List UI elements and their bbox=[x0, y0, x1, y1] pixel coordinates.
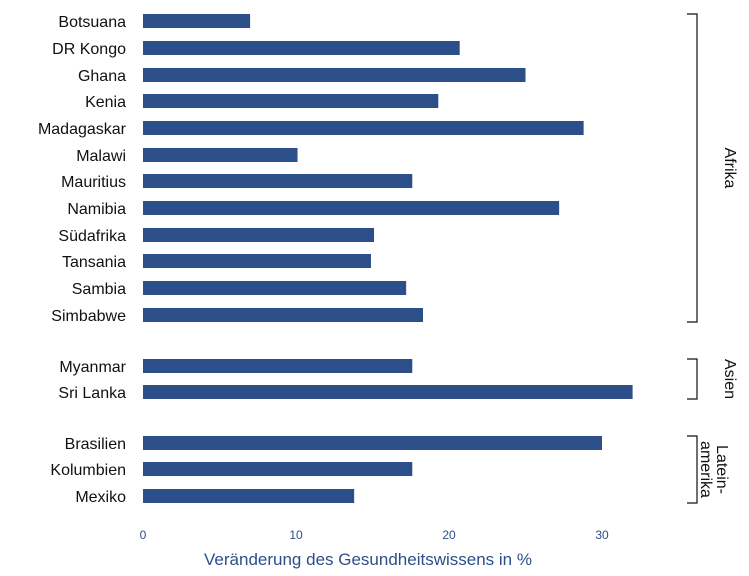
bar-ghana bbox=[143, 68, 526, 82]
category-label: Tansania bbox=[62, 254, 126, 271]
bar-mexiko bbox=[143, 489, 355, 503]
category-label: Sambia bbox=[72, 281, 126, 298]
category-label: Mexiko bbox=[75, 489, 126, 506]
category-label: Südafrika bbox=[58, 228, 126, 245]
x-tick-label: 0 bbox=[140, 528, 147, 542]
bar-sri-lanka bbox=[143, 385, 633, 399]
category-label: Myanmar bbox=[59, 359, 126, 376]
category-label: Malawi bbox=[76, 148, 126, 165]
group-bracket bbox=[687, 13, 698, 323]
group-brackets-layer: Afrika Asien Latein-amerika bbox=[687, 13, 738, 504]
x-tick-labels-layer: 0 10 20 30 bbox=[140, 528, 609, 542]
bar-kenia bbox=[143, 94, 439, 108]
group-label: Afrika bbox=[721, 148, 738, 189]
category-labels-layer: Botsuana DR Kongo Ghana Kenia Madagaskar Mala… bbox=[38, 14, 127, 506]
group-bracket bbox=[687, 435, 698, 504]
x-tick-label: 20 bbox=[442, 528, 456, 542]
category-label: Brasilien bbox=[65, 436, 126, 453]
bar-tansania bbox=[143, 254, 371, 268]
category-label: Namibia bbox=[67, 201, 126, 218]
category-label: DR Kongo bbox=[52, 41, 126, 58]
bar-namibia bbox=[143, 201, 560, 215]
x-tick-label: 30 bbox=[595, 528, 609, 542]
category-label: Kenia bbox=[85, 94, 126, 111]
group-label: Asien bbox=[721, 359, 738, 399]
group-label: Latein-amerika bbox=[697, 441, 730, 498]
bar-malawi bbox=[143, 148, 298, 162]
category-label: Botsuana bbox=[58, 14, 126, 31]
bar-dr-kongo bbox=[143, 41, 460, 55]
group-bracket bbox=[687, 358, 698, 400]
bar-südafrika bbox=[143, 228, 375, 242]
bar-brasilien bbox=[143, 436, 602, 450]
bar-madagaskar bbox=[143, 121, 584, 135]
category-label: Madagaskar bbox=[38, 121, 127, 138]
bars-layer bbox=[143, 14, 633, 503]
x-tick-label: 10 bbox=[289, 528, 303, 542]
category-label: Kolumbien bbox=[50, 462, 126, 479]
x-axis-title: Veränderung des Gesundheitswissens in % bbox=[204, 550, 532, 569]
bar-sambia bbox=[143, 281, 407, 295]
bar-myanmar bbox=[143, 359, 413, 373]
category-label: Simbabwe bbox=[51, 308, 126, 325]
bar-simbabwe bbox=[143, 308, 423, 322]
bar-botsuana bbox=[143, 14, 251, 28]
category-label: Sri Lanka bbox=[58, 385, 126, 402]
category-label: Ghana bbox=[78, 68, 126, 85]
bar-mauritius bbox=[143, 174, 413, 188]
bar-kolumbien bbox=[143, 462, 413, 476]
category-label: Mauritius bbox=[61, 174, 126, 191]
